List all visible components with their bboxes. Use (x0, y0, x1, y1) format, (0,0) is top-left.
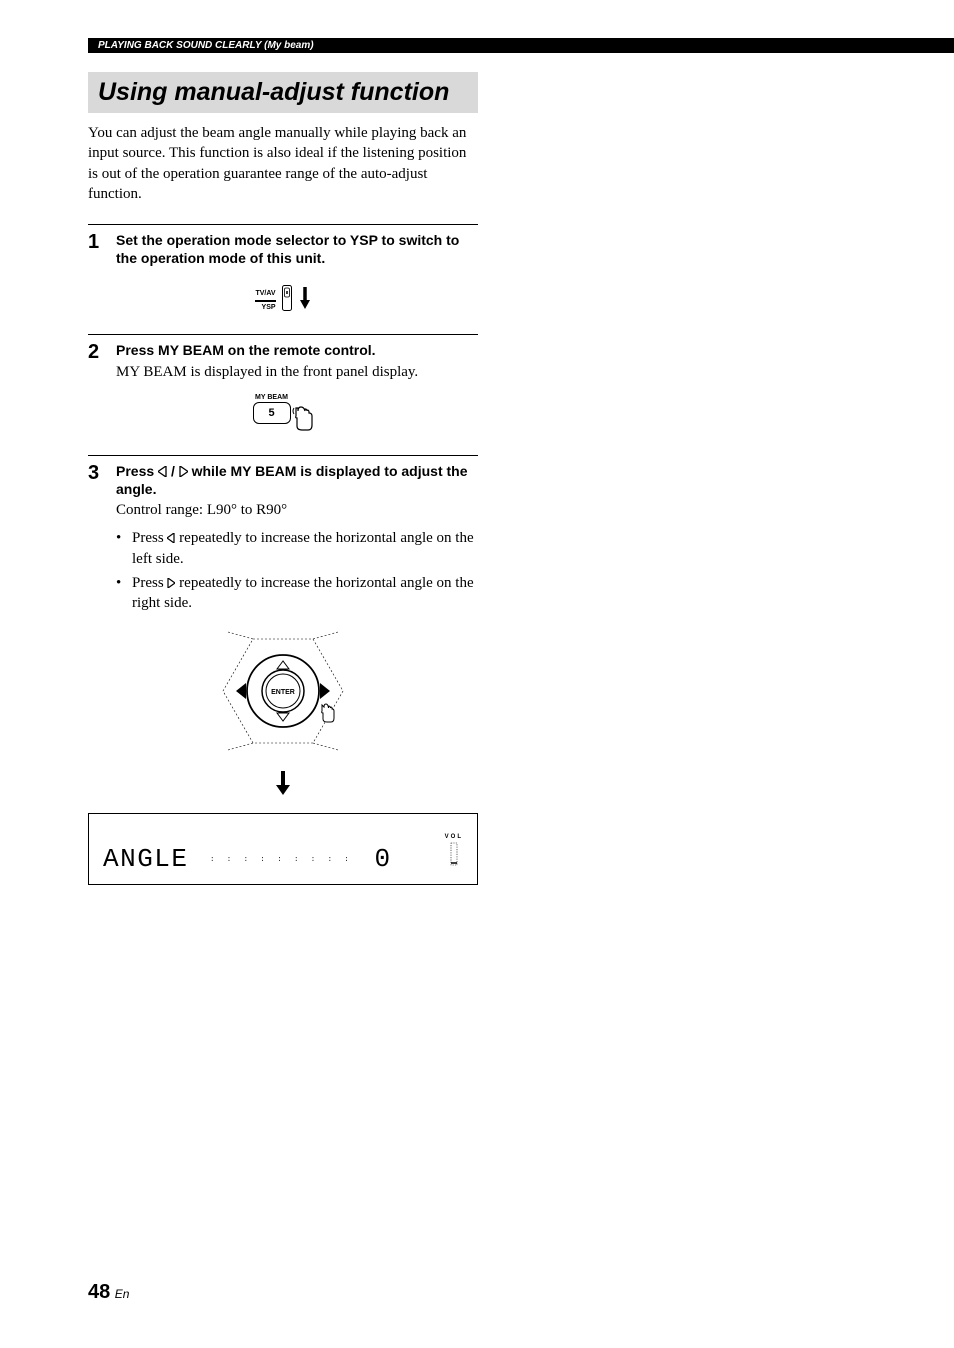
bullet-list: • Press repeatedly to increase the horiz… (116, 528, 478, 613)
header-bar: PLAYING BACK SOUND CLEARLY (My beam) (88, 38, 954, 53)
page-num-value: 48 (88, 1281, 110, 1303)
main-content: Using manual-adjust function You can adj… (88, 72, 478, 903)
button-caption: MY BEAM (253, 394, 291, 401)
step-number: 3 (88, 462, 116, 484)
text: / (171, 463, 179, 479)
text: repeatedly to increase the horizontal an… (132, 530, 474, 566)
down-arrow-icon (299, 286, 311, 315)
step-1: 1 Set the operation mode selector to YSP… (88, 224, 478, 316)
text: repeatedly to increase the horizontal an… (132, 575, 474, 611)
step-number: 2 (88, 341, 116, 363)
step-number: 1 (88, 231, 116, 253)
switch-icon (282, 285, 292, 316)
step-detail: Control range: L90° to R90° (116, 500, 478, 520)
left-arrow-icon (158, 466, 167, 477)
section-title-box: Using manual-adjust function (88, 72, 478, 113)
section-title: Using manual-adjust function (98, 78, 468, 107)
press-hand-icon (292, 406, 314, 437)
display-value: 0 (375, 844, 392, 874)
step-instruction: Press / while MY BEAM is displayed to ad… (116, 462, 478, 498)
text: while MY BEAM is displayed to adjust the… (116, 463, 468, 497)
mybeam-button-figure: MY BEAM 5 (88, 394, 478, 437)
dpad-figure: ENTER (88, 631, 478, 756)
bullet-item: • Press repeatedly to increase the horiz… (116, 528, 478, 569)
switch-labels: TV/AV YSP (255, 289, 275, 313)
right-arrow-icon (167, 578, 175, 588)
display-dots: : : : : : : : : : (210, 856, 353, 864)
display-main: ANGLE (103, 844, 189, 874)
bullet-item: • Press repeatedly to increase the horiz… (116, 573, 478, 614)
breadcrumb: PLAYING BACK SOUND CLEARLY (My beam) (88, 40, 314, 51)
page-number: 48 En (88, 1281, 129, 1304)
step-instruction: Set the operation mode selector to YSP t… (116, 231, 478, 267)
right-arrow-icon (179, 466, 188, 477)
mode-switch-figure: TV/AV YSP (88, 285, 478, 316)
switch-label-top: TV/AV (255, 289, 275, 301)
down-arrow-icon (88, 770, 478, 801)
vol-meter: VOL (445, 834, 463, 874)
display-text-row: ANGLE : : : : : : : : : 0 VOL (103, 834, 463, 874)
intro-paragraph: You can adjust the beam angle manually w… (88, 123, 478, 204)
text: Press (116, 463, 158, 479)
page-lang: En (115, 1287, 130, 1301)
enter-label: ENTER (271, 689, 295, 696)
display-panel: ANGLE : : : : : : : : : 0 VOL (88, 813, 478, 885)
text: Press (132, 530, 167, 546)
switch-label-bottom: YSP (255, 301, 275, 313)
vol-label: VOL (445, 834, 463, 840)
remote-button: 5 (253, 402, 291, 424)
text: Press (132, 575, 167, 591)
left-arrow-icon (167, 533, 175, 543)
step-2: 2 Press MY BEAM on the remote control. M… (88, 334, 478, 436)
step-3: 3 Press / while MY BEAM is displayed to … (88, 455, 478, 886)
step-instruction: Press MY BEAM on the remote control. (116, 341, 478, 359)
step-detail: MY BEAM is displayed in the front panel … (116, 362, 478, 382)
